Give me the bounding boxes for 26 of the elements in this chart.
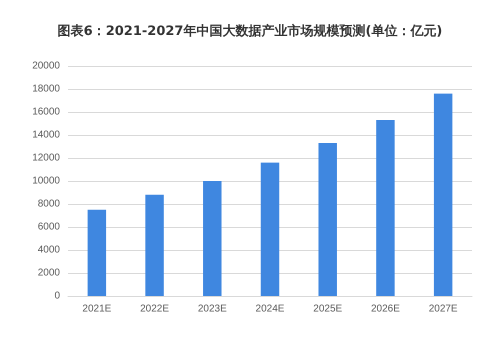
x-tick-label: 2021E (82, 304, 112, 314)
y-tick-label: 8000 (38, 198, 60, 210)
chart-title: 图表6：2021-2027年中国大数据产业市场规模预测(单位：亿元) (58, 23, 442, 39)
bar (318, 143, 337, 296)
bar (88, 210, 106, 296)
y-tick-label: 4000 (38, 244, 60, 256)
x-tick-label: 2027E (428, 304, 458, 314)
x-tick-label: 2023E (198, 304, 228, 314)
y-tick-label: 2000 (38, 268, 60, 278)
y-tick-label: 14000 (32, 130, 60, 140)
y-tick-label: 12000 (32, 152, 60, 164)
bar (376, 120, 395, 296)
x-tick-label: 2022E (140, 304, 170, 314)
y-tick-label: 18000 (32, 84, 60, 94)
bar (203, 181, 222, 296)
x-tick-label: 2026E (370, 304, 400, 314)
y-tick-label: 0 (54, 290, 60, 302)
bar (260, 162, 280, 296)
x-tick-label: 2025E (313, 304, 342, 314)
x-tick-label: 2024E (256, 304, 285, 314)
y-tick-label: 6000 (38, 222, 60, 232)
y-tick-label: 16000 (32, 106, 60, 118)
bar (145, 194, 164, 296)
bar (434, 94, 452, 296)
y-tick-label: 10000 (32, 176, 60, 186)
y-tick-label: 20000 (32, 60, 60, 72)
